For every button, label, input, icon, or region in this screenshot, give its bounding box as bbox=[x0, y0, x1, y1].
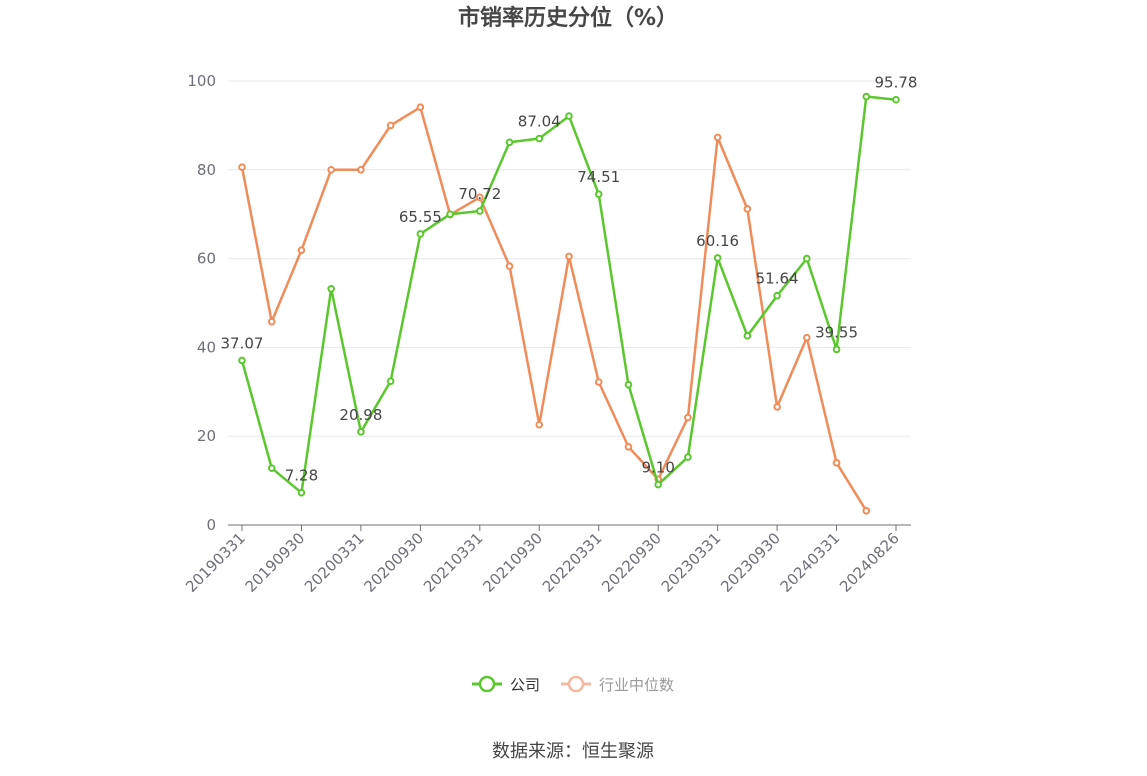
x-tick-label: 20200331 bbox=[301, 529, 368, 596]
data-label: 37.07 bbox=[221, 334, 264, 352]
data-point[interactable] bbox=[476, 193, 484, 202]
data-point[interactable] bbox=[713, 254, 722, 262]
y-tick-label: 100 bbox=[187, 72, 216, 90]
data-point[interactable] bbox=[803, 333, 811, 342]
data-point[interactable] bbox=[416, 230, 425, 238]
y-tick-label: 40 bbox=[197, 338, 216, 356]
data-point[interactable] bbox=[535, 420, 544, 429]
legend-item-1[interactable]: 行业中位数 bbox=[561, 675, 674, 694]
data-point[interactable] bbox=[624, 380, 633, 389]
series-line bbox=[240, 95, 897, 494]
data-point[interactable] bbox=[238, 163, 246, 171]
data-point[interactable] bbox=[357, 428, 365, 436]
legend-item-0[interactable]: 公司 bbox=[472, 675, 540, 694]
data-point[interactable] bbox=[684, 413, 692, 422]
data-point[interactable] bbox=[892, 95, 900, 104]
data-label: 87.04 bbox=[518, 113, 561, 131]
data-point[interactable] bbox=[862, 92, 871, 101]
chart-title: 市销率历史分位（%） bbox=[458, 5, 678, 31]
data-point[interactable] bbox=[773, 291, 781, 300]
data-point[interactable] bbox=[357, 166, 365, 174]
x-tick-label: 20220930 bbox=[598, 529, 665, 596]
data-point[interactable] bbox=[684, 453, 692, 461]
series-line bbox=[240, 105, 868, 512]
data-point[interactable] bbox=[862, 506, 871, 515]
data-point[interactable] bbox=[565, 112, 573, 120]
x-tick-label: 20190331 bbox=[182, 529, 249, 596]
data-label: 9.10 bbox=[641, 459, 674, 477]
data-label: 74.51 bbox=[577, 168, 620, 186]
series-0 bbox=[238, 92, 900, 497]
x-tick-label: 20240331 bbox=[777, 529, 844, 596]
legend-label: 公司 bbox=[510, 676, 540, 694]
y-axis: 0 20 40 60 80 100 bbox=[187, 72, 216, 534]
data-point[interactable] bbox=[267, 317, 276, 326]
data-point[interactable] bbox=[297, 488, 306, 497]
data-label: 20.98 bbox=[339, 406, 382, 424]
data-point[interactable] bbox=[446, 210, 454, 218]
data-label: 70.72 bbox=[458, 185, 501, 203]
data-point[interactable] bbox=[476, 207, 484, 215]
x-tick-label: 20210331 bbox=[420, 529, 487, 596]
y-tick-label: 80 bbox=[197, 161, 216, 179]
x-tick-label: 20190930 bbox=[242, 529, 309, 596]
data-point[interactable] bbox=[713, 133, 722, 142]
data-point[interactable] bbox=[505, 138, 514, 147]
x-tick-label: 20220331 bbox=[539, 529, 606, 596]
data-point[interactable] bbox=[743, 332, 752, 340]
data-point[interactable] bbox=[832, 345, 841, 354]
series-lines bbox=[238, 92, 900, 515]
data-point[interactable] bbox=[803, 254, 811, 263]
data-label: 95.78 bbox=[875, 74, 918, 92]
data-label: 7.28 bbox=[285, 467, 318, 485]
legend-marker bbox=[567, 675, 585, 693]
data-source-note: 数据来源：恒生聚源 bbox=[492, 741, 654, 762]
data-point[interactable] bbox=[238, 356, 246, 365]
data-label: 65.55 bbox=[399, 208, 442, 226]
x-tick-label: 20240826 bbox=[836, 529, 903, 596]
data-point[interactable] bbox=[594, 190, 603, 198]
data-point[interactable] bbox=[535, 134, 544, 143]
data-point[interactable] bbox=[773, 403, 781, 411]
data-point[interactable] bbox=[654, 480, 662, 489]
data-point[interactable] bbox=[327, 166, 335, 174]
data-point[interactable] bbox=[624, 443, 633, 451]
data-label: 60.16 bbox=[696, 232, 739, 250]
data-point[interactable] bbox=[267, 464, 276, 472]
data-point[interactable] bbox=[743, 205, 752, 213]
series-1 bbox=[238, 103, 871, 515]
y-tick-label: 0 bbox=[206, 516, 216, 534]
x-tick-label: 20210930 bbox=[479, 529, 546, 596]
y-tick-label: 20 bbox=[197, 427, 216, 445]
x-axis: 2019033120190930202003312020093020210331… bbox=[182, 524, 911, 596]
x-tick-label: 20200930 bbox=[360, 529, 427, 596]
data-point[interactable] bbox=[297, 246, 306, 254]
x-tick-label: 20230930 bbox=[717, 529, 784, 596]
legend-marker bbox=[478, 675, 496, 693]
data-point[interactable] bbox=[386, 121, 395, 130]
data-labels: 37.07 7.28 20.98 65.55 70.72 87.04 74.51 9.10 60… bbox=[221, 74, 918, 485]
data-point[interactable] bbox=[416, 103, 425, 111]
data-point[interactable] bbox=[505, 262, 514, 270]
legend[interactable]: 公司 行业中位数 bbox=[472, 675, 674, 694]
data-label: 51.64 bbox=[756, 270, 799, 288]
y-tick-label: 60 bbox=[197, 250, 216, 268]
data-point[interactable] bbox=[594, 378, 603, 386]
data-point[interactable] bbox=[386, 377, 395, 385]
data-point[interactable] bbox=[327, 284, 335, 293]
data-point[interactable] bbox=[832, 459, 841, 467]
x-tick-label: 20230331 bbox=[658, 529, 725, 596]
legend-label: 行业中位数 bbox=[599, 676, 674, 694]
data-label: 39.55 bbox=[815, 323, 858, 341]
data-point[interactable] bbox=[565, 252, 573, 261]
